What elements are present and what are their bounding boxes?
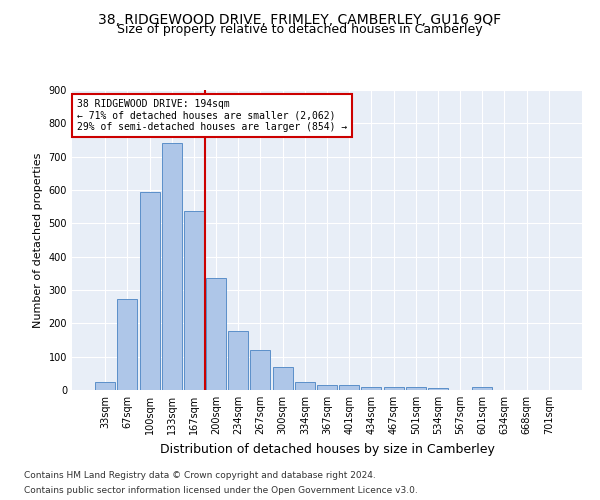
- Bar: [361, 386, 382, 390]
- X-axis label: Distribution of detached houses by size in Camberley: Distribution of detached houses by size …: [160, 442, 494, 456]
- Bar: [118, 300, 137, 390]
- Bar: [206, 278, 226, 390]
- Text: 38 RIDGEWOOD DRIVE: 194sqm
← 71% of detached houses are smaller (2,062)
29% of s: 38 RIDGEWOOD DRIVE: 194sqm ← 71% of deta…: [77, 99, 347, 132]
- Bar: [184, 210, 204, 390]
- Text: Contains public sector information licensed under the Open Government Licence v3: Contains public sector information licen…: [24, 486, 418, 495]
- Bar: [95, 382, 115, 390]
- Bar: [428, 388, 448, 390]
- Bar: [383, 386, 404, 390]
- Bar: [250, 350, 271, 390]
- Text: Contains HM Land Registry data © Crown copyright and database right 2024.: Contains HM Land Registry data © Crown c…: [24, 471, 376, 480]
- Bar: [272, 368, 293, 390]
- Bar: [406, 386, 426, 390]
- Y-axis label: Number of detached properties: Number of detached properties: [33, 152, 43, 328]
- Bar: [140, 192, 160, 390]
- Text: 38, RIDGEWOOD DRIVE, FRIMLEY, CAMBERLEY, GU16 9QF: 38, RIDGEWOOD DRIVE, FRIMLEY, CAMBERLEY,…: [98, 12, 502, 26]
- Bar: [162, 144, 182, 390]
- Bar: [317, 386, 337, 390]
- Bar: [228, 330, 248, 390]
- Bar: [339, 385, 359, 390]
- Bar: [472, 388, 492, 390]
- Text: Size of property relative to detached houses in Camberley: Size of property relative to detached ho…: [117, 22, 483, 36]
- Bar: [295, 382, 315, 390]
